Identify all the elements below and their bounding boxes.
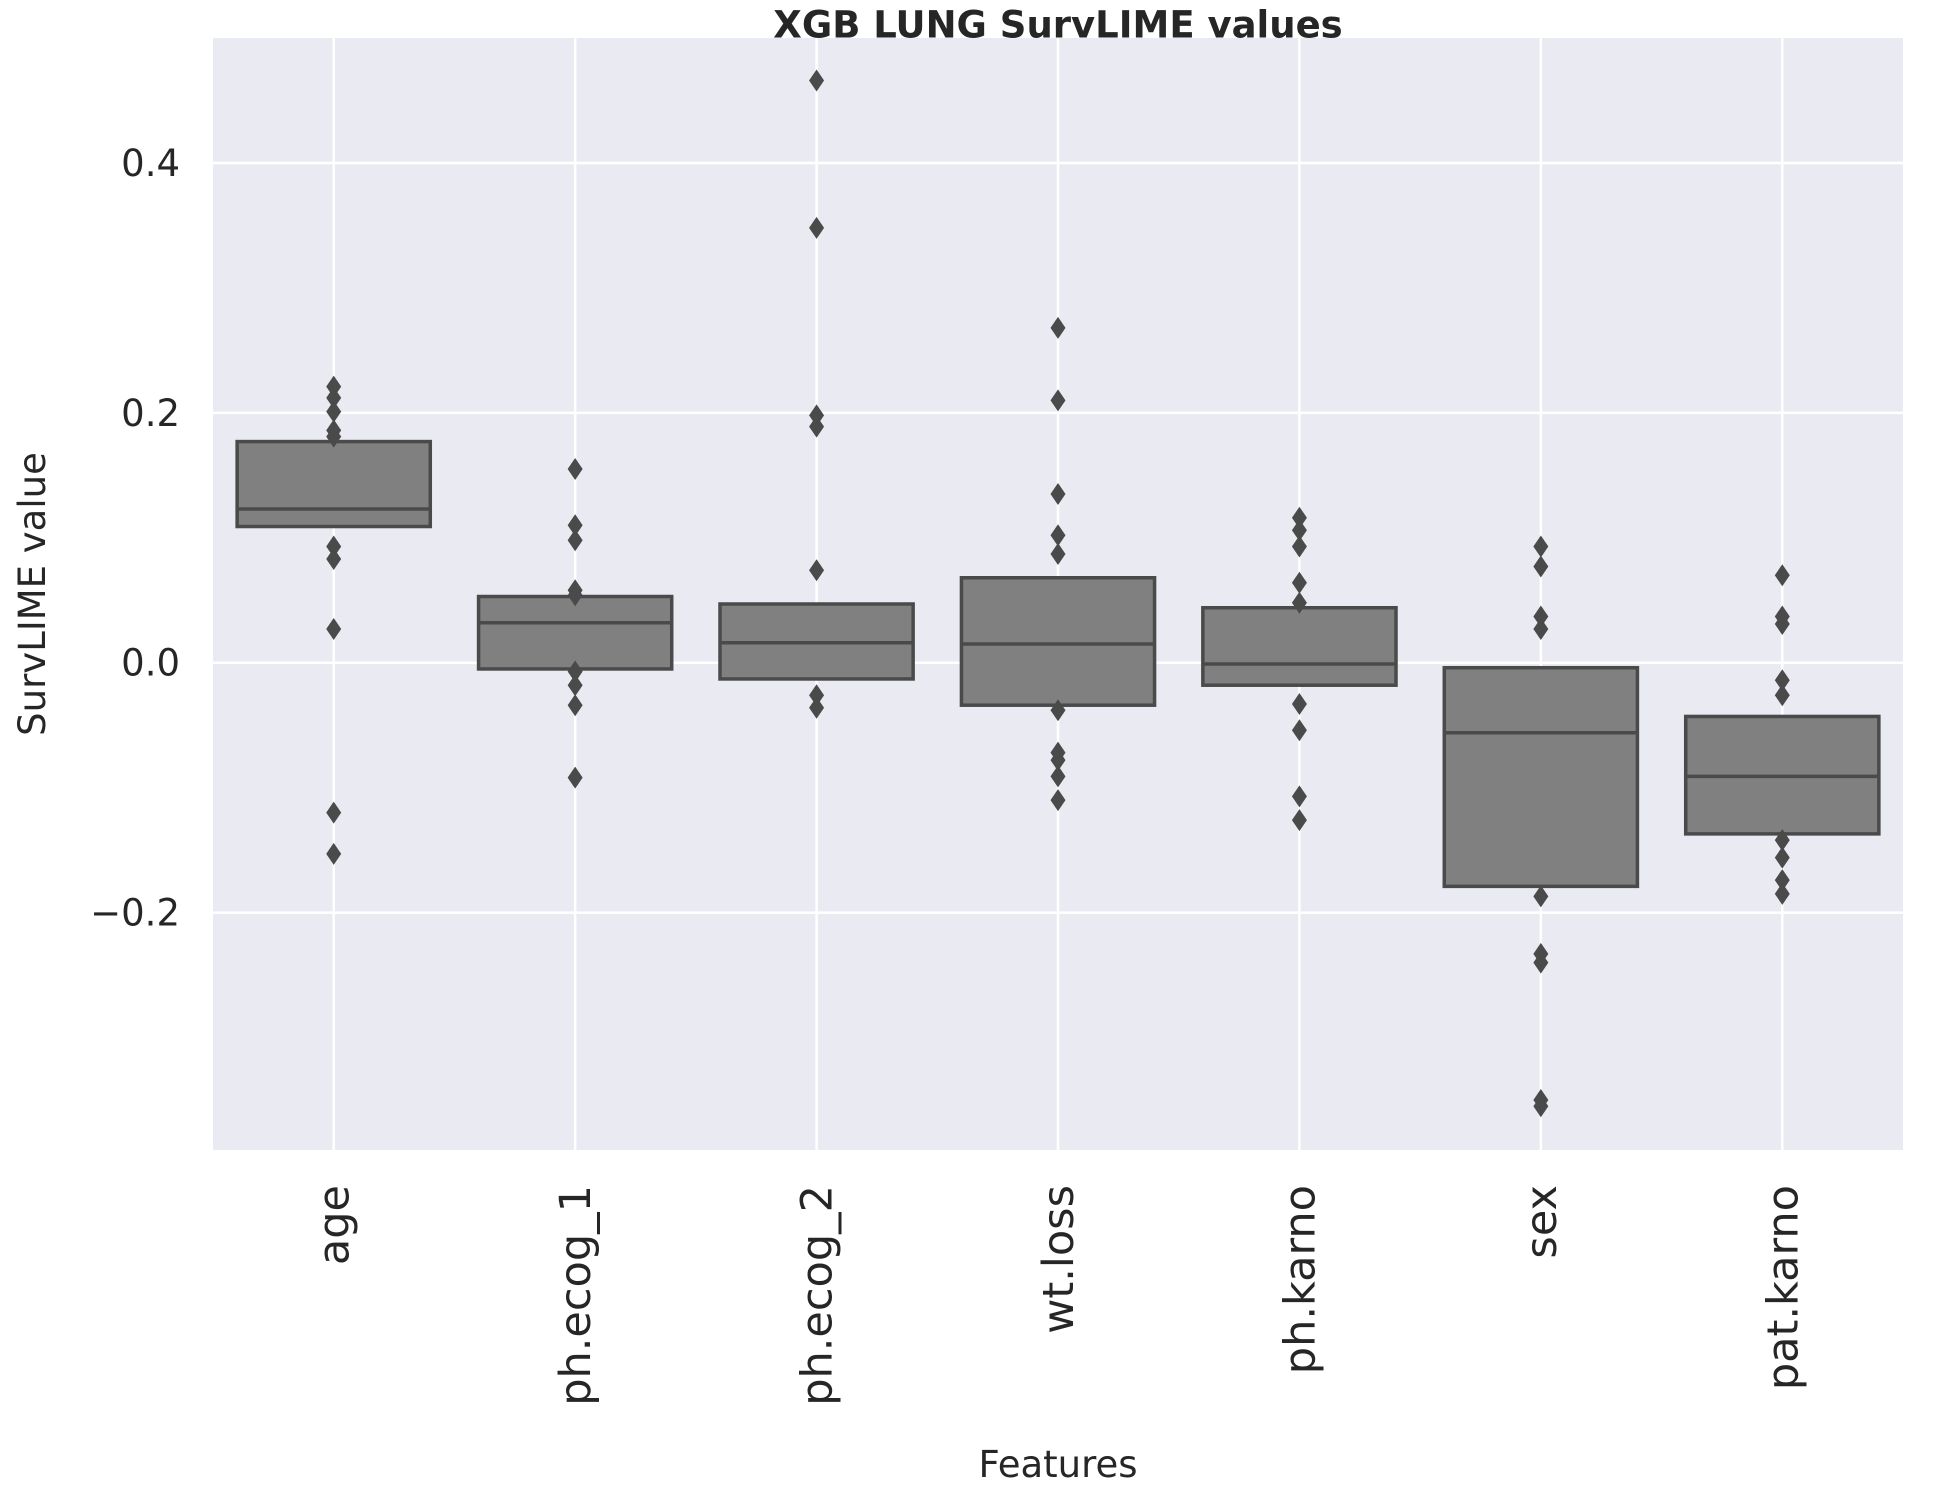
- box-rect: [959, 576, 1157, 707]
- outlier-point: [326, 617, 342, 640]
- outlier-point: [1050, 483, 1066, 506]
- outlier-point: [1533, 1095, 1549, 1118]
- outlier-point: [567, 514, 583, 537]
- box-rect: [1201, 605, 1398, 687]
- outlier-point: [1291, 506, 1307, 529]
- y-tick-label: 0.4: [121, 142, 180, 185]
- outlier-point: [809, 559, 825, 582]
- y-tick-label: 0.2: [121, 392, 180, 435]
- outlier-point: [1774, 612, 1790, 635]
- outlier-point: [567, 458, 583, 481]
- box-rect: [476, 594, 674, 671]
- x-tick-label: ph.karno: [1275, 1185, 1325, 1374]
- y-axis-label: SurvLIME value: [11, 452, 54, 736]
- outlier-point: [1291, 571, 1307, 594]
- outlier-point: [326, 548, 342, 571]
- x-tick-label: ph.ecog_1: [551, 1185, 601, 1406]
- x-tick-label: wt.loss: [1034, 1185, 1084, 1334]
- outlier-point: [1774, 869, 1790, 892]
- x-tick-label: ph.ecog_2: [793, 1185, 843, 1406]
- outlier-point: [567, 674, 583, 697]
- outlier-point: [1291, 519, 1307, 542]
- outlier-point: [1050, 765, 1066, 788]
- outlier-point: [1291, 591, 1307, 614]
- outlier-point: [567, 660, 583, 683]
- chart-title: XGB LUNG SurvLIME values: [773, 4, 1342, 47]
- outlier-point: [1291, 719, 1307, 742]
- outlier-point: [809, 216, 825, 239]
- boxes: [235, 69, 1881, 1118]
- outlier-point: [1533, 605, 1549, 628]
- y-axis-ticks: −0.2 0.0 0.2 0.4: [90, 142, 180, 935]
- box-sex: [1442, 535, 1640, 1118]
- outlier-point: [1050, 389, 1066, 412]
- outlier-point: [1050, 543, 1066, 566]
- outlier-point: [326, 425, 342, 448]
- x-axis-label: Features: [978, 1443, 1137, 1486]
- x-axis-ticks: age ph.ecog_1 ph.ecog_2 wt.loss ph.karno sex p…: [310, 1185, 1809, 1406]
- box-ph.karno: [1201, 506, 1398, 832]
- outlier-point: [1291, 785, 1307, 808]
- outlier-point: [1533, 885, 1549, 908]
- y-tick-label: −0.2: [90, 892, 180, 935]
- box-rect: [1442, 665, 1640, 889]
- outlier-point: [326, 535, 342, 558]
- outlier-point: [1533, 617, 1549, 640]
- outlier-point: [1291, 535, 1307, 558]
- outlier-point: [809, 684, 825, 707]
- outlier-point: [1533, 535, 1549, 558]
- outlier-point: [326, 375, 342, 398]
- outlier-point: [809, 69, 825, 92]
- outlier-point: [1050, 749, 1066, 772]
- box-pat.karno: [1683, 564, 1881, 905]
- outlier-point: [1774, 829, 1790, 852]
- box-age: [235, 375, 433, 865]
- x-tick-label: age: [310, 1185, 360, 1265]
- outlier-point: [567, 694, 583, 717]
- outlier-point: [326, 386, 342, 409]
- outlier-point: [326, 801, 342, 824]
- y-tick-label: 0.0: [121, 642, 180, 685]
- outlier-point: [567, 766, 583, 789]
- outlier-point: [1291, 809, 1307, 832]
- box-wt.loss: [959, 316, 1157, 812]
- outlier-point: [1774, 882, 1790, 905]
- outlier-point: [1533, 951, 1549, 974]
- box-rect: [235, 439, 433, 529]
- outlier-point: [809, 415, 825, 438]
- outlier-point: [567, 529, 583, 552]
- outlier-point: [1774, 669, 1790, 692]
- outlier-point: [1774, 684, 1790, 707]
- x-tick-label: sex: [1517, 1185, 1567, 1259]
- outlier-point: [1533, 555, 1549, 578]
- outlier-point: [1050, 699, 1066, 722]
- x-tick-label: pat.karno: [1758, 1185, 1808, 1390]
- outlier-point: [326, 400, 342, 423]
- box-ph.ecog_1: [476, 458, 674, 789]
- outlier-point: [1050, 316, 1066, 339]
- outlier-point: [326, 842, 342, 865]
- outlier-point: [1774, 564, 1790, 587]
- outlier-point: [1050, 789, 1066, 812]
- outlier-point: [567, 584, 583, 607]
- outlier-point: [1291, 692, 1307, 715]
- box-ph.ecog_2: [718, 69, 915, 719]
- outlier-point: [1774, 846, 1790, 869]
- outlier-point: [809, 696, 825, 719]
- outlier-point: [809, 404, 825, 427]
- outlier-point: [1050, 524, 1066, 547]
